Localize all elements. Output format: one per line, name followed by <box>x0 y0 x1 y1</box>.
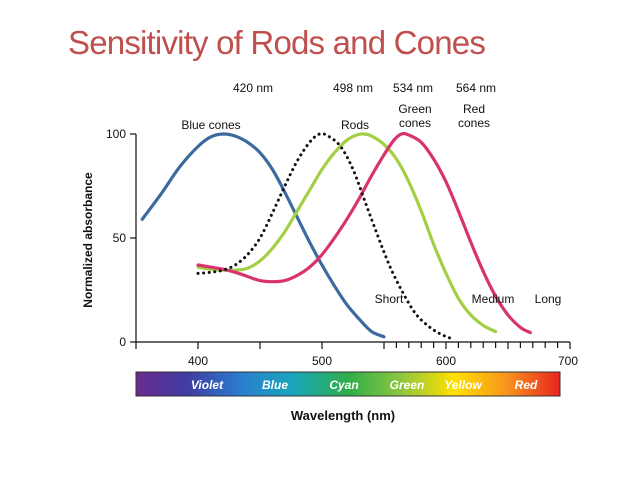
slide-title: Sensitivity of Rods and Cones <box>68 24 486 61</box>
series-label: Blue cones <box>181 118 240 132</box>
series-label: cones <box>399 116 431 130</box>
peak-label: 498 nm <box>333 81 373 95</box>
x-tick-label: 600 <box>436 354 456 368</box>
peak-label: 534 nm <box>393 81 433 95</box>
y-tick-label: 50 <box>113 231 127 245</box>
x-tick-label: 700 <box>558 354 578 368</box>
end-label: Medium <box>472 292 515 306</box>
spectrum-label: Blue <box>262 378 288 392</box>
series-line-green-cones <box>196 132 498 334</box>
y-tick-label: 100 <box>106 127 126 141</box>
spectrum-label: Yellow <box>444 378 482 392</box>
end-label: Long <box>535 292 562 306</box>
series-label: Green <box>398 102 431 116</box>
series-label: Rods <box>341 118 369 132</box>
x-tick-label: 500 <box>312 354 332 368</box>
spectrum-label: Cyan <box>329 378 358 392</box>
series-line-blue-cones <box>140 132 386 339</box>
spectrum-bar <box>135 371 561 397</box>
spectrum-label: Red <box>515 378 538 392</box>
series-line-rods <box>196 132 454 341</box>
peak-label: 420 nm <box>233 81 273 95</box>
series-label: cones <box>458 116 490 130</box>
x-axis-title: Wavelength (nm) <box>291 408 395 423</box>
x-tick-label: 400 <box>188 354 208 368</box>
series-line-red-cones <box>196 131 532 335</box>
peak-label: 564 nm <box>456 81 496 95</box>
y-axis-title: Normalized absorbance <box>81 172 95 308</box>
spectrum-label: Green <box>390 378 425 392</box>
y-tick-label: 0 <box>119 335 126 349</box>
series-label: Red <box>463 102 485 116</box>
spectrum-label: Violet <box>191 378 224 392</box>
end-label: Short <box>375 292 404 306</box>
